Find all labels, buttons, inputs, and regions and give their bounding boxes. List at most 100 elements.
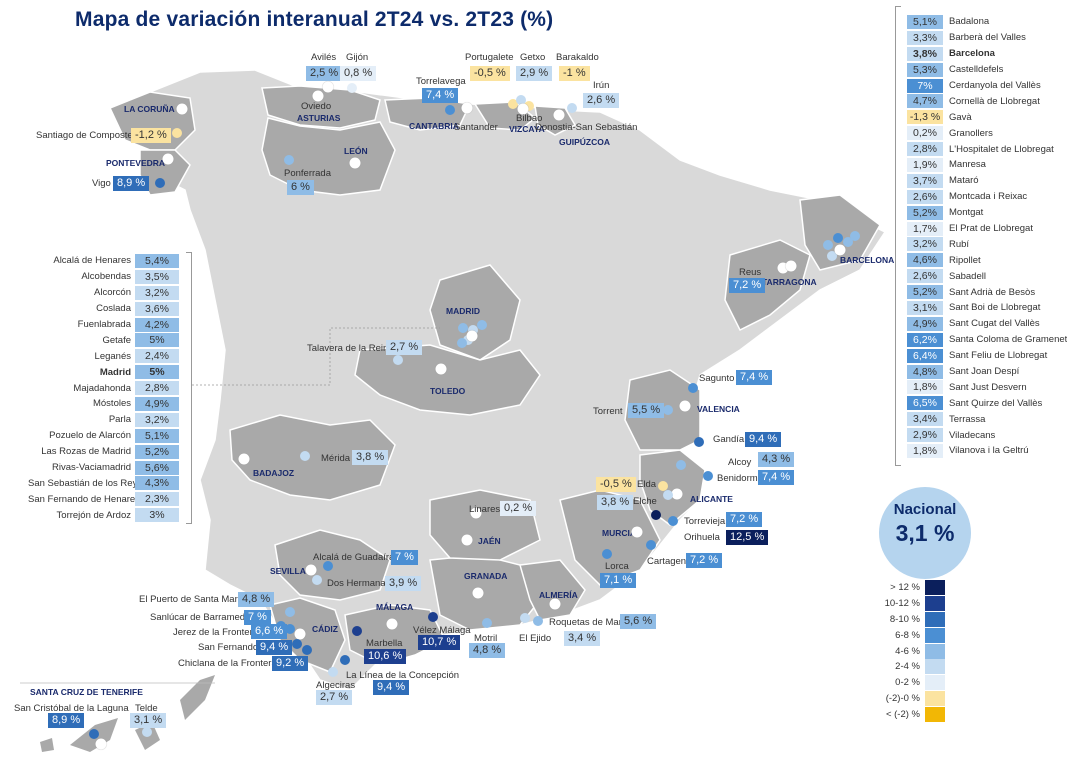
city-dot-dos-hermanas — [312, 575, 322, 585]
city-dot-torrent — [663, 405, 673, 415]
madrid-list-row: Alcobendas 3,5% — [28, 269, 179, 285]
barcelona-list-row: 1,7% El Prat de Llobregat — [907, 221, 1067, 237]
legend-label: 6-8 % — [895, 629, 920, 641]
municipality-name: Sant Joan Despí — [949, 366, 1020, 378]
barcelona-cluster-dot — [843, 237, 853, 247]
municipality-value: 2,9% — [907, 428, 943, 443]
city-value-torrevieja: 7,2 % — [726, 512, 763, 527]
city-value-aviles: 2,5 % — [306, 66, 343, 81]
city-pin-la-coruna — [176, 103, 188, 115]
city-pin-aviles — [322, 81, 334, 93]
municipality-value: 5,2% — [907, 205, 943, 220]
municipality-value: 5% — [135, 365, 179, 380]
city-value-puerto-santa-maria: 4,8 % — [238, 592, 275, 607]
province-label-valencia: VALENCIA — [697, 404, 740, 414]
city-name-santiago: Santiago de Compostela — [36, 130, 141, 141]
city-pin-reus — [777, 262, 789, 274]
municipality-value: 2,6% — [907, 189, 943, 204]
madrid-list-row: Torrejón de Ardoz 3% — [28, 507, 179, 523]
barcelona-list-row: 7% Cerdanyola del Vallès — [907, 78, 1067, 94]
city-name-roquetas: Roquetas de Mar — [549, 617, 622, 628]
city-name-gandia: Gandía — [713, 434, 745, 445]
province-shape-guipuzcoa — [534, 105, 577, 136]
province-label-jaen: JAÉN — [478, 536, 501, 546]
municipality-name: Fuenlabrada — [77, 319, 131, 330]
municipality-value: 4,3% — [135, 476, 179, 491]
legend-row: 4-6 % — [870, 643, 945, 659]
madrid-list-row: San Fernando de Henares 2,3% — [28, 491, 179, 507]
barcelona-list-row: 5,1% Badalona — [907, 14, 1067, 30]
legend-label: 8-10 % — [889, 613, 920, 625]
city-value-reus: 7,2 % — [729, 278, 766, 293]
municipality-name: Parla — [108, 414, 131, 426]
city-pin-santa-cruz — [95, 738, 107, 750]
city-value-talavera: 2,7 % — [386, 340, 423, 355]
barcelona-list-row: 2,9% Viladecans — [907, 427, 1067, 443]
province-shape-alicante — [639, 449, 706, 526]
legend-swatch — [925, 596, 945, 612]
city-value-el-ejido: 3,4 % — [564, 631, 601, 646]
municipality-name: Rubí — [949, 238, 970, 250]
municipality-name: Barcelona — [949, 48, 995, 60]
city-value-getxo: 2,9 % — [516, 66, 553, 81]
city-name-lorca: Lorca — [605, 561, 629, 572]
municipality-value: 3,1% — [907, 300, 943, 315]
barcelona-list-row: -1,3 % Gavà — [907, 109, 1067, 125]
municipality-name: Sabadell — [949, 270, 986, 282]
city-name-donostia: Donostia-San Sebastián — [535, 122, 638, 133]
legend-swatch — [925, 690, 945, 706]
municipality-value: 1,9% — [907, 157, 943, 172]
barcelona-list-row: 3,1% Sant Boi de Llobregat — [907, 300, 1067, 316]
municipality-value: 2,6% — [907, 269, 943, 284]
legend-row: 0-2 % — [870, 675, 945, 691]
province-label-murcia: MURCIA — [602, 528, 636, 538]
city-pin-cadiz — [294, 628, 306, 640]
barcelona-cluster-dot — [823, 240, 833, 250]
city-name-chiclana: Chiclana de la Frontera — [178, 658, 277, 669]
madrid-list-row: Majadahonda 2,8% — [28, 380, 179, 396]
legend-swatch — [925, 675, 945, 691]
province-shape-asturias — [261, 85, 381, 129]
municipality-name: Leganés — [94, 350, 131, 362]
province-label-sevilla: SEVILLA — [270, 566, 306, 576]
legend-swatch — [925, 627, 945, 643]
city-pin-leon — [349, 157, 361, 169]
city-dot-vigo — [155, 178, 165, 188]
city-pin-toledo — [435, 363, 447, 375]
city-name-sanlucar: Sanlúcar de Barrameda — [150, 612, 251, 623]
barcelona-list-row: 1,9% Manresa — [907, 157, 1067, 173]
municipality-name: Rivas-Vaciamadrid — [51, 462, 131, 474]
province-label-la-coruna: LA CORUÑA — [124, 104, 175, 114]
legend-swatch — [925, 611, 945, 627]
city-pin-tarragona — [785, 260, 797, 272]
legend-row: > 12 % — [870, 580, 945, 596]
city-name-torrent: Torrent — [593, 406, 623, 417]
city-name-puerto-santa-maria: El Puerto de Santa María — [139, 594, 246, 605]
province-label-badajoz: BADAJOZ — [253, 468, 295, 478]
province-shape-madrid — [429, 264, 521, 361]
madrid-list-row: Leganés 2,4% — [28, 348, 179, 364]
municipality-name: Sant Quirze del Vallès — [949, 397, 1043, 409]
municipality-value: 5,1% — [135, 428, 179, 443]
barcelona-list-row: 0,2% Granollers — [907, 125, 1067, 141]
barcelona-list-row: 3,7% Mataró — [907, 173, 1067, 189]
city-value-santiago: -1,2 % — [131, 128, 171, 143]
city-value-san-fernando: 9,4 % — [256, 640, 293, 655]
barcelona-list-bracket — [895, 6, 901, 466]
city-dot-getxo — [516, 95, 526, 105]
municipality-name: Barberà del Valles — [949, 32, 1026, 44]
city-dot-elche — [663, 490, 673, 500]
municipality-value: 0,2% — [907, 126, 943, 141]
city-value-alcoy: 4,3 % — [758, 452, 795, 467]
municipality-value: 5,2% — [135, 444, 179, 459]
province-shape-barcelona — [799, 194, 881, 271]
province-label-madrid: MADRID — [446, 306, 480, 316]
city-name-barakaldo: Barakaldo — [556, 52, 599, 63]
city-value-torrent: 5,5 % — [628, 403, 665, 418]
color-legend: > 12 % 10-12 % 8-10 % 6-8 % 4-6 % 2-4 % 0-2 % (… — [870, 580, 945, 722]
city-name-torrelavega: Torrelavega — [416, 76, 466, 87]
province-label-toledo: TOLEDO — [430, 386, 466, 396]
city-dot-jerez — [285, 624, 295, 634]
municipality-name: Terrassa — [949, 413, 986, 425]
municipality-value: 5,1% — [907, 14, 943, 29]
